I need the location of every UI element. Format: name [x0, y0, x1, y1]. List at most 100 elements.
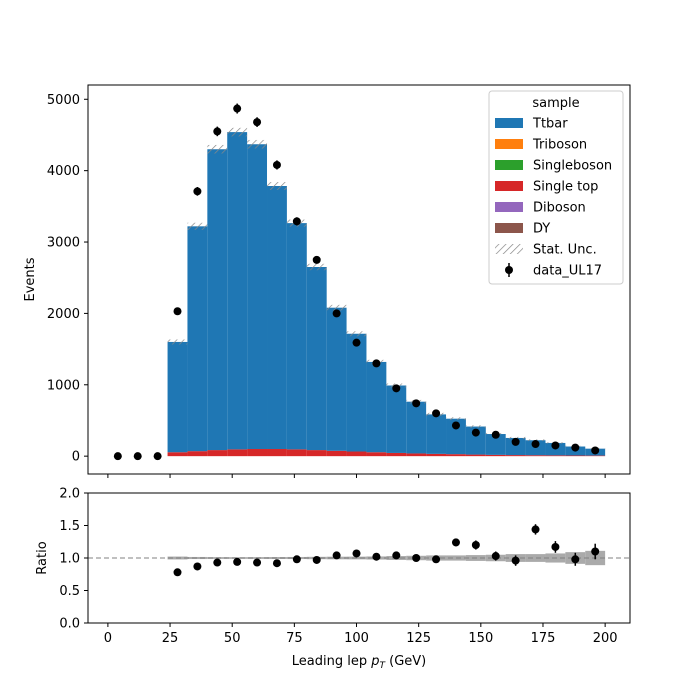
bar-single-top	[247, 449, 268, 457]
ratio-point	[511, 556, 520, 565]
ratio-point	[213, 558, 222, 567]
x-tick-label: 50	[224, 631, 241, 646]
ratio-point	[253, 558, 262, 567]
ratio-point	[193, 562, 202, 571]
data-point	[253, 118, 262, 127]
ratio-point	[591, 547, 600, 556]
legend-swatch	[495, 223, 523, 233]
data-point	[471, 428, 480, 437]
data-point	[113, 452, 122, 461]
bar-ttbar	[406, 401, 427, 454]
bar-ttbar	[346, 333, 367, 452]
ratio-band-bin	[525, 554, 546, 562]
ratio-point	[551, 542, 560, 551]
x-tick-label: 200	[593, 631, 618, 646]
ratio-point	[312, 555, 321, 564]
bar-single-top	[366, 452, 387, 457]
legend-entry-label: Single top	[533, 180, 598, 195]
bar-single-top	[585, 455, 606, 457]
bar-single-top	[227, 449, 248, 457]
stat-unc-hatch	[247, 139, 268, 149]
data-point	[193, 187, 202, 196]
stacked-bars	[167, 132, 606, 457]
x-tick-label: 25	[162, 631, 179, 646]
bar-ttbar	[386, 385, 407, 453]
legend-swatch-data-point	[505, 266, 513, 274]
data-point	[551, 441, 560, 450]
bar-single-top	[525, 455, 546, 457]
main-y-axis-label: Events	[23, 257, 38, 301]
data-point	[511, 437, 520, 446]
bar-ttbar	[167, 341, 188, 453]
ratio-point	[412, 554, 421, 562]
ratio-band-bin	[187, 556, 208, 560]
data-point	[451, 421, 460, 430]
y-tick-label: 1000	[47, 378, 80, 393]
ratio-point	[352, 549, 361, 558]
ratio-point	[471, 541, 480, 549]
bar-single-top	[306, 450, 327, 457]
data-point	[591, 446, 600, 455]
bar-single-top	[505, 455, 526, 457]
stat-unc-hatch	[446, 417, 466, 421]
legend-entry-label: DY	[533, 222, 550, 237]
stat-unc-hatch	[306, 263, 327, 271]
legend: sample Ttbar Triboson Singleboson Single top…	[488, 90, 624, 285]
bar-single-top	[386, 452, 407, 457]
bar-single-top	[426, 453, 447, 457]
stat-unc-hatch	[227, 127, 248, 137]
data-point	[531, 440, 540, 449]
data-point	[491, 430, 500, 439]
bar-ttbar	[446, 418, 466, 455]
bar-single-top	[406, 453, 427, 457]
bar-single-top	[346, 451, 367, 457]
ratio-x-ticks: 0 25 50 75 100 125 150 175 200	[104, 623, 618, 646]
bar-ttbar	[485, 434, 506, 455]
bar-single-top	[485, 454, 506, 457]
ratio-point	[292, 555, 301, 564]
bar-single-top	[565, 455, 586, 457]
ratio-point	[272, 559, 281, 568]
ratio-y-tick-label: 2.0	[59, 487, 80, 502]
ratio-point	[571, 555, 580, 564]
data-point	[412, 399, 421, 408]
stat-unc-hatch	[187, 222, 208, 230]
bar-ttbar	[505, 437, 526, 456]
data-point	[352, 338, 361, 347]
bar-single-top	[207, 450, 228, 457]
ratio-band-bin	[446, 555, 466, 561]
bar-single-top	[465, 454, 486, 457]
ratio-point	[332, 551, 341, 560]
bar-single-top	[326, 450, 347, 457]
ratio-point	[372, 552, 381, 561]
x-tick-label: 150	[468, 631, 493, 646]
legend-entry-label: Ttbar	[532, 117, 568, 132]
bar-ttbar	[306, 267, 327, 451]
legend-swatch	[495, 181, 523, 191]
ratio-y-tick-label: 1.0	[59, 552, 80, 567]
bar-ttbar	[267, 185, 287, 450]
bar-ttbar	[187, 226, 208, 452]
legend-title: sample	[532, 96, 579, 111]
y-tick-label: 5000	[47, 93, 80, 108]
data-point	[292, 217, 301, 226]
x-tick-label: 175	[531, 631, 556, 646]
x-axis-label-suffix: (GeV)	[385, 654, 426, 669]
bar-ttbar	[247, 144, 268, 450]
legend-swatch	[495, 118, 523, 128]
x-tick-label: 100	[344, 631, 369, 646]
data-point	[173, 307, 182, 316]
legend-entry-label: Diboson	[533, 201, 586, 216]
bar-ttbar	[227, 132, 248, 450]
x-axis-label-sub: T	[379, 661, 386, 671]
data-point	[432, 409, 441, 418]
bar-single-top	[545, 455, 566, 457]
bar-single-top	[286, 449, 307, 457]
legend-entry-label: data_UL17	[533, 264, 602, 279]
bar-single-top	[446, 454, 466, 457]
stat-unc-hatch	[346, 331, 367, 337]
ratio-point	[451, 538, 460, 547]
bar-ttbar	[326, 307, 347, 451]
main-y-ticks: 0 1000 2000 3000 4000 5000	[47, 93, 88, 465]
main-axes-frame	[87, 84, 631, 475]
